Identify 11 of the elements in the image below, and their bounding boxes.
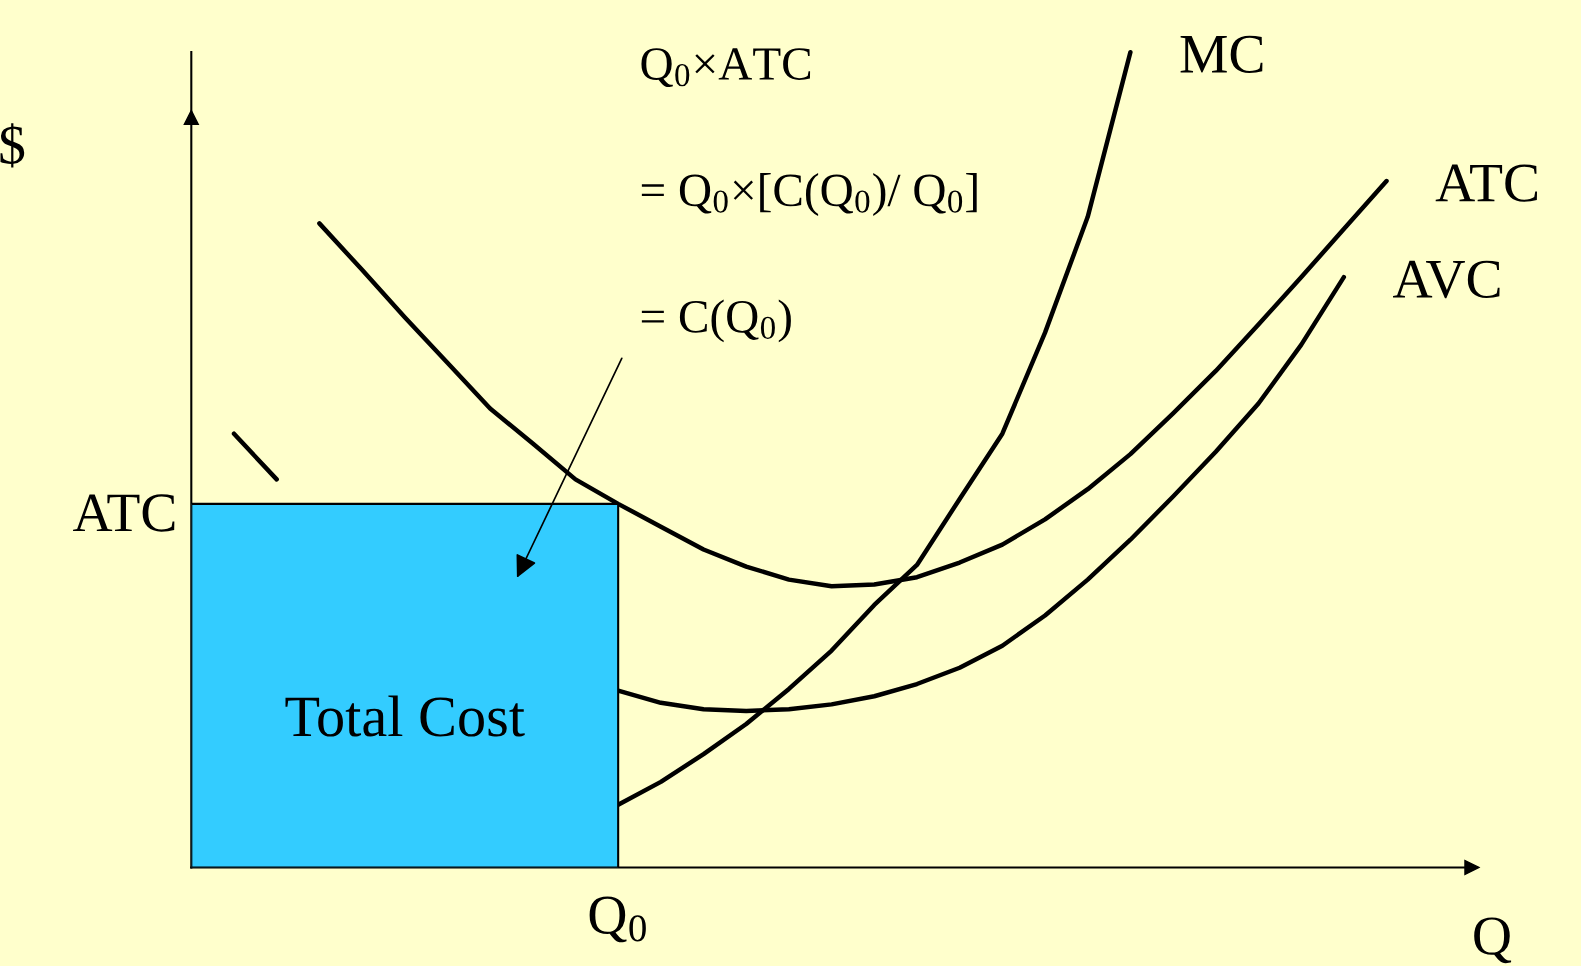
annotation: Q$_{0}$×ATC xyxy=(641,48,811,88)
series-label: ATC xyxy=(1435,164,1538,202)
x-axis-title: Q xyxy=(1474,917,1512,964)
series-label: AVC xyxy=(1393,260,1500,299)
y-axis-title: $ xyxy=(0,123,25,168)
series-label: Total Cost xyxy=(285,695,525,737)
annotation: = Q$_{0}$×[C(Q$_{0}$)/ Q$_{0}$] xyxy=(641,173,977,216)
text: Q$_{0}$ xyxy=(589,896,646,943)
annotation: = C(Q$_{0}$) xyxy=(641,299,791,343)
text: ATC xyxy=(73,494,175,532)
series-label: MC xyxy=(1180,35,1263,74)
